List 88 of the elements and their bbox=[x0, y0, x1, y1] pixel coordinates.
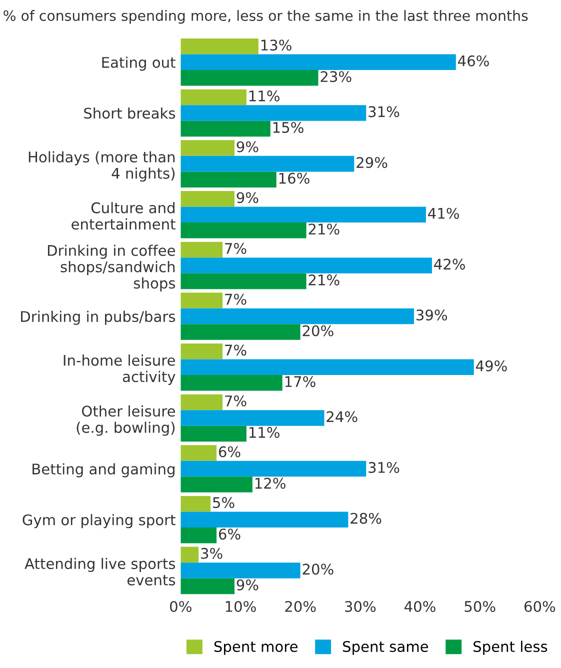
y-tick-label: Betting and gaming bbox=[32, 463, 174, 478]
y-tick-label: Drinking in pubs/bars bbox=[21, 310, 176, 325]
data-label: 41% bbox=[428, 208, 459, 219]
data-label: 42% bbox=[434, 258, 465, 270]
bar bbox=[180, 410, 324, 426]
bar bbox=[180, 562, 300, 578]
data-label: 39% bbox=[416, 310, 448, 321]
data-label: 23% bbox=[320, 71, 352, 82]
bar bbox=[180, 460, 366, 477]
data-label: 20% bbox=[302, 564, 334, 575]
data-label: 11% bbox=[249, 426, 280, 438]
bar bbox=[180, 546, 199, 563]
data-label: 7% bbox=[225, 344, 246, 356]
y-tick-label: Culture and entertainment bbox=[72, 202, 176, 230]
data-label: 9% bbox=[236, 141, 258, 152]
chart-title: % of consumers spending more, less or the same in the last three months bbox=[4, 10, 528, 24]
data-label: 31% bbox=[368, 106, 400, 118]
data-label: 16% bbox=[279, 172, 310, 184]
x-tick-label: 10% bbox=[226, 600, 256, 612]
bar bbox=[180, 308, 414, 324]
bar bbox=[180, 375, 282, 391]
y-tick-label: Drinking in coffee shops/sandwich shops bbox=[48, 244, 176, 292]
bar bbox=[180, 343, 223, 360]
bar bbox=[180, 38, 258, 54]
data-label: 9% bbox=[236, 579, 258, 590]
bar bbox=[180, 527, 217, 544]
data-label: 11% bbox=[249, 90, 280, 102]
y-tick-label: Short breaks bbox=[84, 107, 176, 119]
legend-label: Spent more bbox=[214, 641, 298, 655]
x-tick-label: 60% bbox=[524, 600, 556, 612]
bar bbox=[180, 120, 270, 137]
data-label: 29% bbox=[356, 157, 388, 168]
x-tick-label: 0% bbox=[170, 600, 192, 612]
data-label: 12% bbox=[255, 478, 286, 489]
bar bbox=[180, 105, 366, 121]
bar bbox=[180, 140, 234, 156]
bar bbox=[180, 496, 211, 512]
data-label: 7% bbox=[225, 395, 246, 406]
y-tick-label: Other leisure (e.g. bowling) bbox=[76, 405, 176, 436]
bar bbox=[180, 258, 432, 274]
data-label: 21% bbox=[308, 274, 340, 286]
y-tick-label: Eating out bbox=[102, 56, 176, 71]
bar bbox=[180, 426, 246, 442]
y-tick-label: Attending live sports events bbox=[24, 558, 176, 586]
data-label: 17% bbox=[285, 376, 316, 388]
y-tick-label: In-home leisure activity bbox=[64, 354, 176, 385]
bar bbox=[180, 359, 474, 376]
bar bbox=[180, 273, 306, 290]
bar bbox=[180, 512, 348, 528]
data-label: 13% bbox=[261, 40, 292, 51]
bar bbox=[180, 172, 276, 188]
bar bbox=[180, 242, 223, 258]
bar bbox=[180, 54, 456, 70]
data-label: 31% bbox=[368, 462, 400, 474]
bar bbox=[180, 394, 223, 410]
x-tick-label: 20% bbox=[285, 600, 316, 612]
data-label: 3% bbox=[201, 548, 222, 559]
legend-label: Spent less bbox=[474, 640, 548, 655]
bar bbox=[180, 191, 234, 207]
x-tick-label: 30% bbox=[345, 600, 376, 612]
data-label: 46% bbox=[458, 55, 489, 66]
data-label: 20% bbox=[302, 325, 334, 336]
bar bbox=[180, 222, 306, 238]
bar bbox=[180, 89, 246, 106]
data-label: 24% bbox=[326, 411, 358, 422]
bar bbox=[180, 70, 318, 86]
x-tick-label: 40% bbox=[404, 600, 436, 612]
data-label: 6% bbox=[218, 528, 240, 540]
bar bbox=[180, 206, 426, 223]
bar bbox=[180, 578, 234, 594]
bar bbox=[180, 476, 252, 492]
data-label: 5% bbox=[213, 497, 234, 508]
bar bbox=[180, 156, 354, 172]
x-tick-label: 50% bbox=[464, 600, 496, 612]
data-label: 7% bbox=[225, 242, 246, 254]
data-label: 7% bbox=[225, 294, 246, 305]
y-tick-label: Gym or playing sport bbox=[22, 514, 176, 528]
data-label: 6% bbox=[218, 446, 240, 458]
bar bbox=[180, 324, 300, 340]
data-label: 9% bbox=[236, 192, 258, 204]
bar bbox=[180, 445, 217, 461]
data-label: 21% bbox=[308, 224, 340, 235]
data-label: 49% bbox=[476, 360, 507, 372]
data-label: 15% bbox=[273, 122, 304, 133]
bar bbox=[180, 292, 223, 308]
data-label: 28% bbox=[350, 512, 382, 524]
y-tick-label: Holidays (more than 4 nights) bbox=[28, 151, 175, 182]
legend-label: Spent same bbox=[342, 641, 428, 655]
